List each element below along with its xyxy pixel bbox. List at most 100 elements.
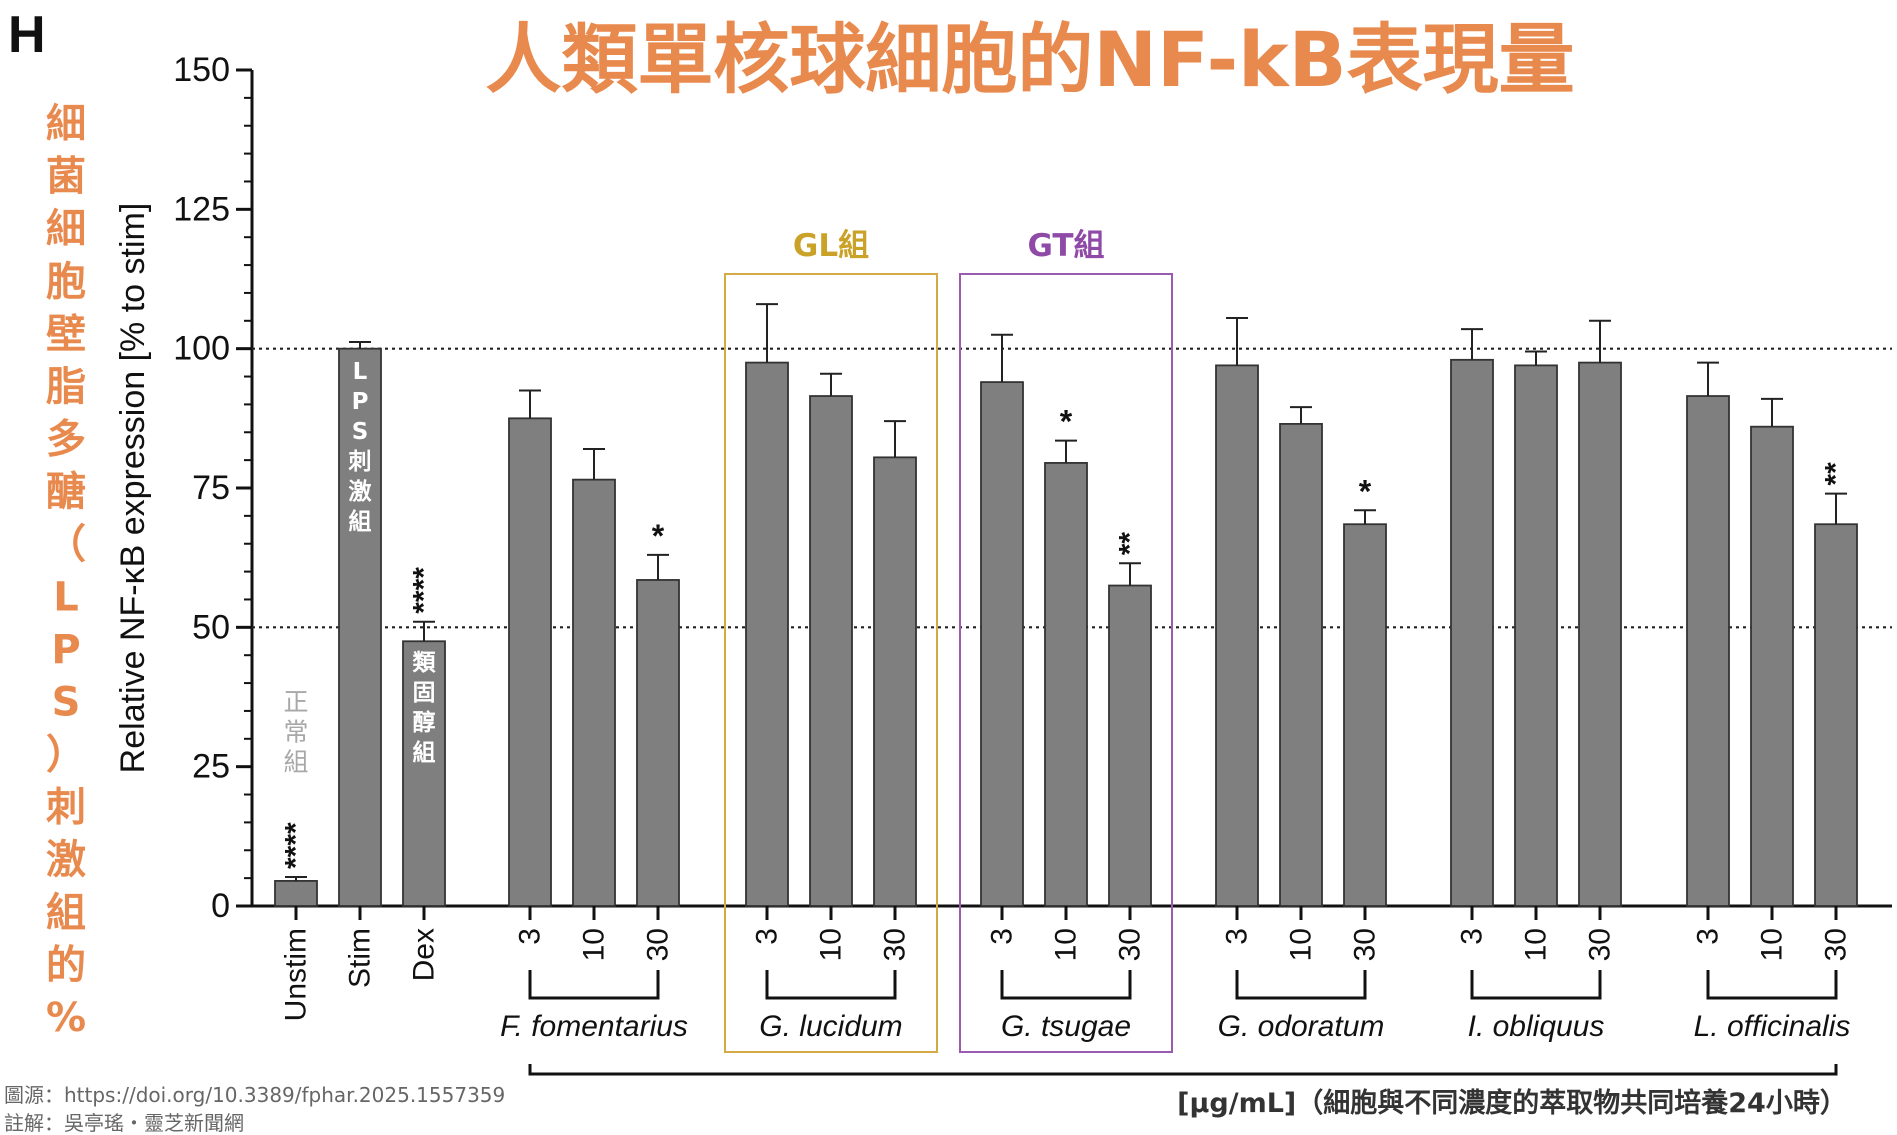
group-bracket	[528, 970, 660, 1000]
species-label: G. odoratum	[1218, 1010, 1385, 1043]
left-annotation-char: 組	[46, 890, 86, 936]
bar	[1215, 364, 1259, 907]
left-annotation-char: 刺	[46, 785, 86, 831]
x-tick-label: 10	[1756, 928, 1789, 961]
bar	[402, 640, 446, 907]
bar	[1108, 584, 1152, 907]
x-tick-label: Dex	[408, 928, 441, 981]
control-inner-label: 組	[349, 508, 372, 535]
credit-note: 註解：吳亭瑤・靈芝新聞網	[4, 1111, 244, 1135]
y-tick-label: 125	[173, 190, 230, 228]
y-tick-label: 50	[192, 608, 230, 646]
control-inner-label: 刺	[349, 449, 372, 475]
left-annotation-char: （	[46, 522, 86, 568]
control-inner-label: 組	[413, 739, 436, 766]
x-tick-label: 3	[1692, 928, 1725, 945]
left-annotation-char: 細	[46, 101, 86, 147]
overall-bracket	[528, 1064, 1838, 1076]
x-tick-label: 10	[1520, 928, 1553, 961]
significance-label: *	[1359, 473, 1372, 509]
control-inner-label: 正	[283, 688, 308, 717]
x-tick-label: Stim	[344, 928, 377, 988]
bar	[1279, 423, 1323, 907]
control-inner-label: 常	[283, 718, 308, 747]
left-annotation-char: 多	[46, 417, 86, 463]
left-annotation-char: 胞	[46, 259, 86, 305]
bar	[1814, 523, 1858, 907]
group-bracket	[1000, 970, 1132, 1000]
highlight-box	[959, 273, 1173, 1053]
bar	[1686, 395, 1730, 907]
left-annotation-char: P	[51, 627, 80, 673]
species-label: I. obliquus	[1468, 1010, 1605, 1043]
species-label: F. fomentarius	[500, 1010, 688, 1043]
significance-label: ****	[408, 567, 441, 614]
left-annotation-char: 的	[46, 942, 86, 988]
x-tick-label: 3	[514, 928, 547, 945]
x-tick-label: 30	[1584, 928, 1617, 961]
control-inner-label: 類	[413, 650, 437, 676]
x-tick-label: 30	[1114, 928, 1147, 961]
y-axis-label: Relative NF-κB expression [% to stim]	[114, 203, 152, 774]
y-tick-label: 75	[192, 469, 230, 507]
x-tick-label: 3	[751, 928, 784, 945]
control-inner-label: 固	[413, 680, 436, 706]
significance-label: **	[1820, 462, 1853, 486]
x-tick-label: 30	[1820, 928, 1853, 961]
footer-note: [μg/mL]（細胞與不同濃度的萃取物共同培養24小時）	[1177, 1087, 1847, 1119]
significance-label: **	[1114, 532, 1147, 556]
left-annotation-char: 細	[46, 206, 86, 252]
panel-letter: H	[8, 6, 46, 64]
x-tick-label: 10	[578, 928, 611, 961]
significance-label: *	[1060, 404, 1073, 440]
credit-source: 圖源：https://doi.org/10.3389/fphar.2025.15…	[4, 1083, 505, 1107]
group-bracket	[1235, 970, 1367, 1000]
highlight-box-label: GT組	[1027, 228, 1104, 264]
bar	[1750, 425, 1794, 907]
x-tick-label: 10	[815, 928, 848, 961]
control-inner-label: P	[352, 389, 369, 415]
chart-title: 人類單核球細胞的NF-kB表現量	[485, 15, 1574, 104]
y-tick-label: 0	[211, 887, 230, 925]
significance-label: ****	[280, 822, 313, 869]
group-bracket	[1706, 970, 1838, 1000]
bar	[1343, 523, 1387, 907]
species-label: G. tsugae	[1001, 1010, 1131, 1043]
bar	[338, 347, 382, 907]
bar	[980, 381, 1024, 907]
species-label: L. officinalis	[1694, 1010, 1851, 1043]
control-inner-label: S	[352, 419, 369, 445]
left-annotation-char: 脂	[46, 364, 86, 410]
y-tick-label: 25	[192, 748, 230, 786]
bar	[873, 456, 917, 907]
group-bracket	[1470, 970, 1602, 1000]
left-annotation-char: 菌	[46, 154, 86, 200]
bar	[809, 395, 853, 907]
x-tick-label: 30	[642, 928, 675, 961]
x-tick-label: 30	[1349, 928, 1382, 961]
left-annotation-char: ）	[46, 732, 86, 778]
x-tick-label: 10	[1285, 928, 1318, 961]
left-annotation-char: 醣	[46, 469, 86, 515]
significance-label: *	[652, 518, 665, 554]
left-annotation-char: %	[46, 995, 86, 1041]
group-bracket	[765, 970, 897, 1000]
bar	[572, 478, 616, 907]
highlight-box	[724, 273, 938, 1053]
x-tick-label: 10	[1050, 928, 1083, 961]
x-tick-label: 3	[1221, 928, 1254, 945]
bar	[1450, 358, 1494, 907]
highlight-box-label: GL組	[793, 228, 869, 264]
left-annotation-char: S	[52, 679, 81, 725]
bar	[274, 880, 318, 907]
bar	[508, 417, 552, 907]
bar	[1578, 361, 1622, 907]
y-tick-label: 150	[173, 51, 230, 89]
left-annotation-char: 壁	[46, 311, 86, 357]
x-tick-label: Unstim	[280, 928, 313, 1021]
control-inner-label: 激	[349, 478, 372, 505]
y-tick-label: 100	[173, 330, 230, 368]
left-annotation-char: 激	[46, 837, 86, 883]
